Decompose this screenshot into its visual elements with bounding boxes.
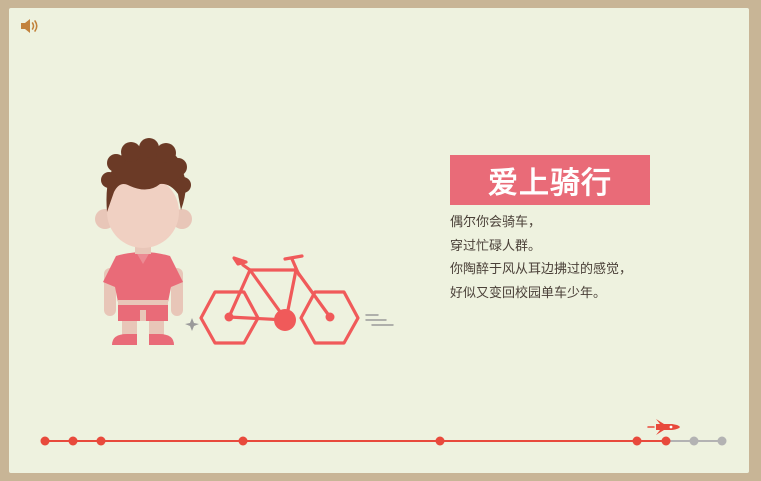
story-line-3: 你陶醉于风从耳边拂过的感觉， (450, 262, 633, 277)
timeline-node-2[interactable] (68, 436, 78, 446)
story-line-4: 好似又变回校园单车少年。 (450, 285, 607, 301)
timeline-node-7[interactable] (661, 436, 671, 446)
timeline-node-1[interactable] (40, 436, 50, 446)
title-banner: 爱上骑行 (450, 155, 650, 205)
story-line-2: 穿过忙碌人群。 (450, 238, 542, 254)
story-text: 偶尔你会骑车， 穿过忙碌人群。 你陶醉于风从耳边拂过的感觉， 好似又变回校园单车… (450, 211, 750, 305)
timeline-node-9[interactable] (717, 436, 727, 446)
story-line-1: 偶尔你会骑车， (450, 215, 542, 230)
timeline-node-8[interactable] (689, 436, 699, 446)
timeline-node-5[interactable] (435, 436, 445, 446)
timeline-node-6[interactable] (632, 436, 642, 446)
page-title: 爱上骑行 (488, 166, 612, 201)
timeline-node-4[interactable] (238, 436, 248, 446)
rocket-icon (647, 419, 680, 435)
timeline-node-3[interactable] (96, 436, 106, 446)
speaker-icon[interactable] (19, 18, 41, 34)
